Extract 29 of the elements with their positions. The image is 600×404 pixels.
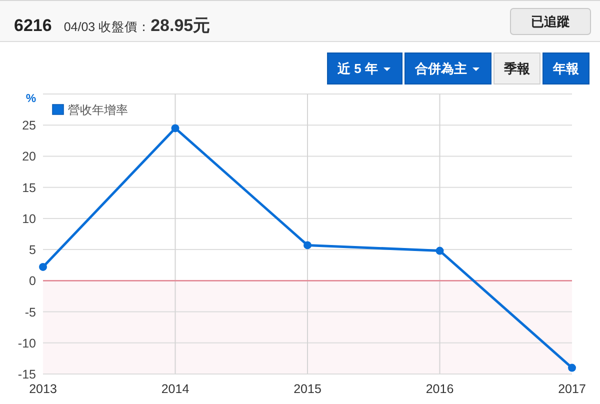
x-tick-label: 2016 [426, 382, 454, 396]
point [39, 262, 47, 271]
y-tick-label: 10 [22, 212, 36, 226]
y-tick-label: -5 [24, 305, 36, 320]
button: 年報 [542, 52, 590, 84]
y-tick-label: 15 [22, 180, 36, 195]
chart-title: 6216 [14, 16, 52, 35]
button: 季報 [494, 52, 540, 84]
button-follow: 已追蹤 [510, 8, 591, 35]
y-tick-label: 0 [29, 274, 36, 288]
y-tick-label: 5 [29, 243, 36, 258]
x-tick-label: 2014 [161, 382, 190, 396]
chart-subtitle: 04/03 收盤價：28.95元 [64, 16, 210, 35]
x-tick-label: 2017 [558, 382, 586, 396]
y-tick-label: 25 [22, 118, 36, 133]
x-tick-label: 2015 [294, 382, 322, 396]
point [568, 364, 576, 372]
button: 合併為主 [404, 52, 492, 84]
y-axis-title: % [26, 93, 36, 105]
legend-label: 營收年增率 [68, 103, 128, 117]
button: 近 5 年 [327, 52, 402, 84]
x-tick-label: 2013 [29, 382, 57, 396]
point [436, 246, 444, 255]
legend: 營收年增率 [52, 103, 128, 117]
y-tick-label: -10 [18, 336, 36, 350]
y-tick-label: -15 [18, 368, 36, 382]
point [171, 124, 180, 132]
point [304, 241, 312, 250]
y-tick-label: 20 [22, 150, 36, 164]
